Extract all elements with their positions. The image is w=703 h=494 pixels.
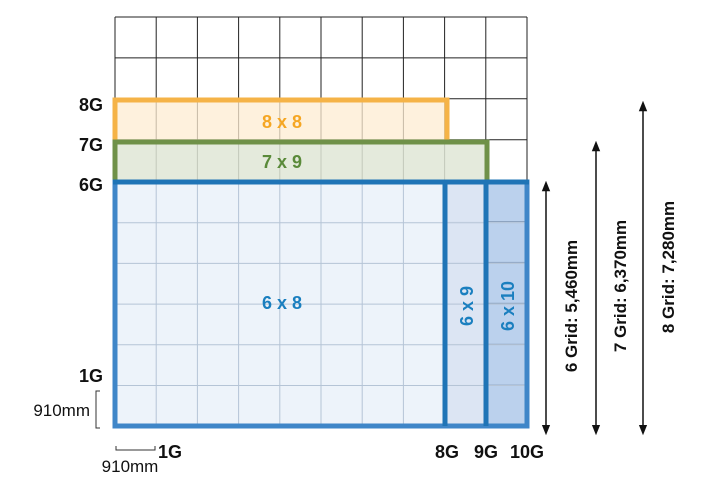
label-7x9: 7 x 9	[262, 152, 302, 172]
label-6x10: 6 x 10	[498, 281, 518, 331]
label-6x8: 6 x 8	[262, 293, 302, 313]
unit-label-vertical: 910mm	[33, 401, 90, 420]
left-label-7g: 7G	[79, 135, 103, 155]
label-6x9: 6 x 9	[457, 286, 477, 326]
unit-label-horizontal: 910mm	[102, 457, 159, 476]
bottom-label-10g: 10G	[510, 442, 544, 462]
unit-bracket-horizontal	[115, 446, 156, 451]
dim-label-7grid: 7 Grid: 6,370mm	[611, 220, 630, 352]
label-8x8: 8 x 8	[262, 112, 302, 132]
bottom-label-1g: 1G	[158, 442, 182, 462]
left-label-6g: 6G	[79, 175, 103, 195]
left-label-8g: 8G	[79, 95, 103, 115]
bottom-label-8g: 8G	[435, 442, 459, 462]
left-label-1g: 1G	[79, 366, 103, 386]
unit-bracket-vertical	[95, 390, 100, 429]
dim-label-8grid: 8 Grid: 7,280mm	[659, 201, 678, 333]
bottom-label-9g: 9G	[474, 442, 498, 462]
dim-label-6grid: 6 Grid: 5,460mm	[562, 240, 581, 372]
